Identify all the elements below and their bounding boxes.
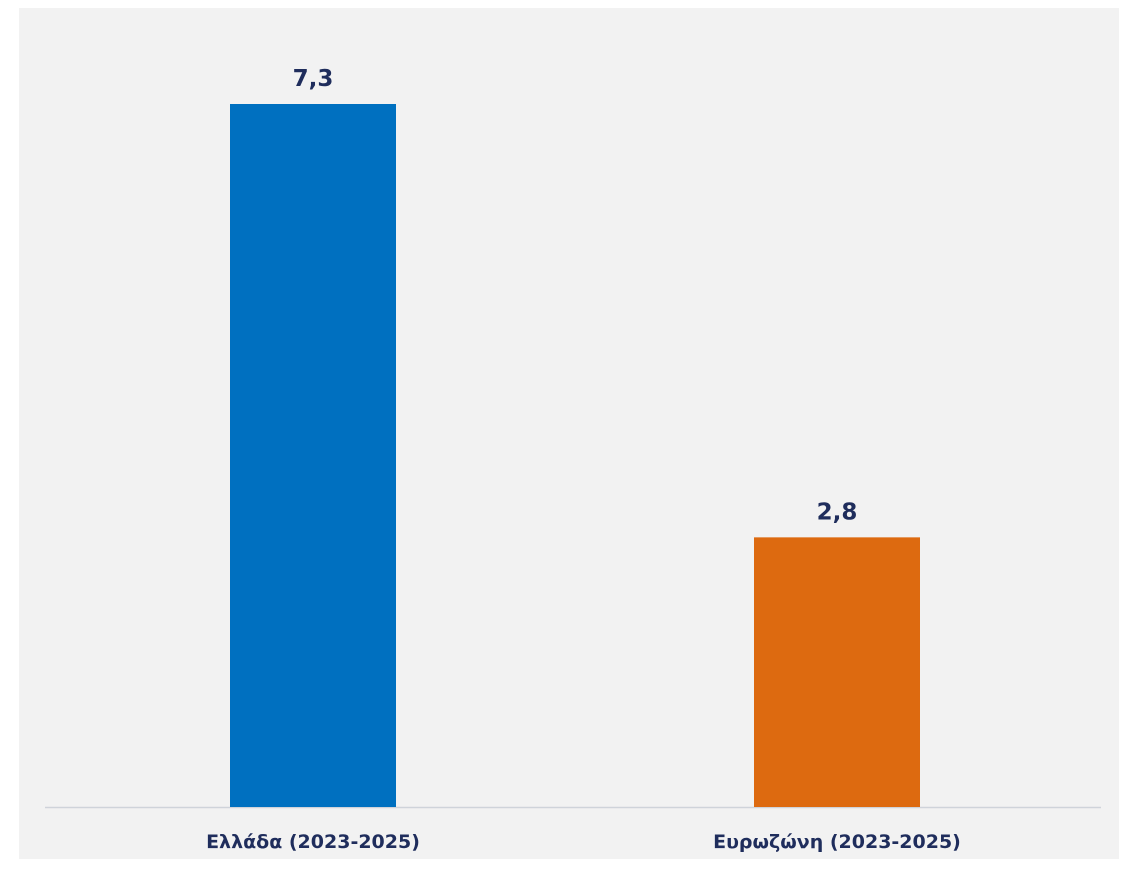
data-label-2: 2,8 <box>817 499 858 525</box>
bar-chart: 7,3 Ελλάδα (2023-2025) 2,8 Ευρωζώνη (2023-2… <box>45 66 1101 853</box>
category-label-1: Ελλάδα (2023-2025) <box>206 831 420 853</box>
data-label-1: 7,3 <box>293 66 334 92</box>
chart-panel: 7,3 Ελλάδα (2023-2025) 2,8 Ευρωζώνη (2023-2… <box>19 8 1119 859</box>
category-label-2: Ευρωζώνη (2023-2025) <box>713 831 961 853</box>
bar-2 <box>754 537 920 807</box>
bar-1 <box>230 104 396 807</box>
